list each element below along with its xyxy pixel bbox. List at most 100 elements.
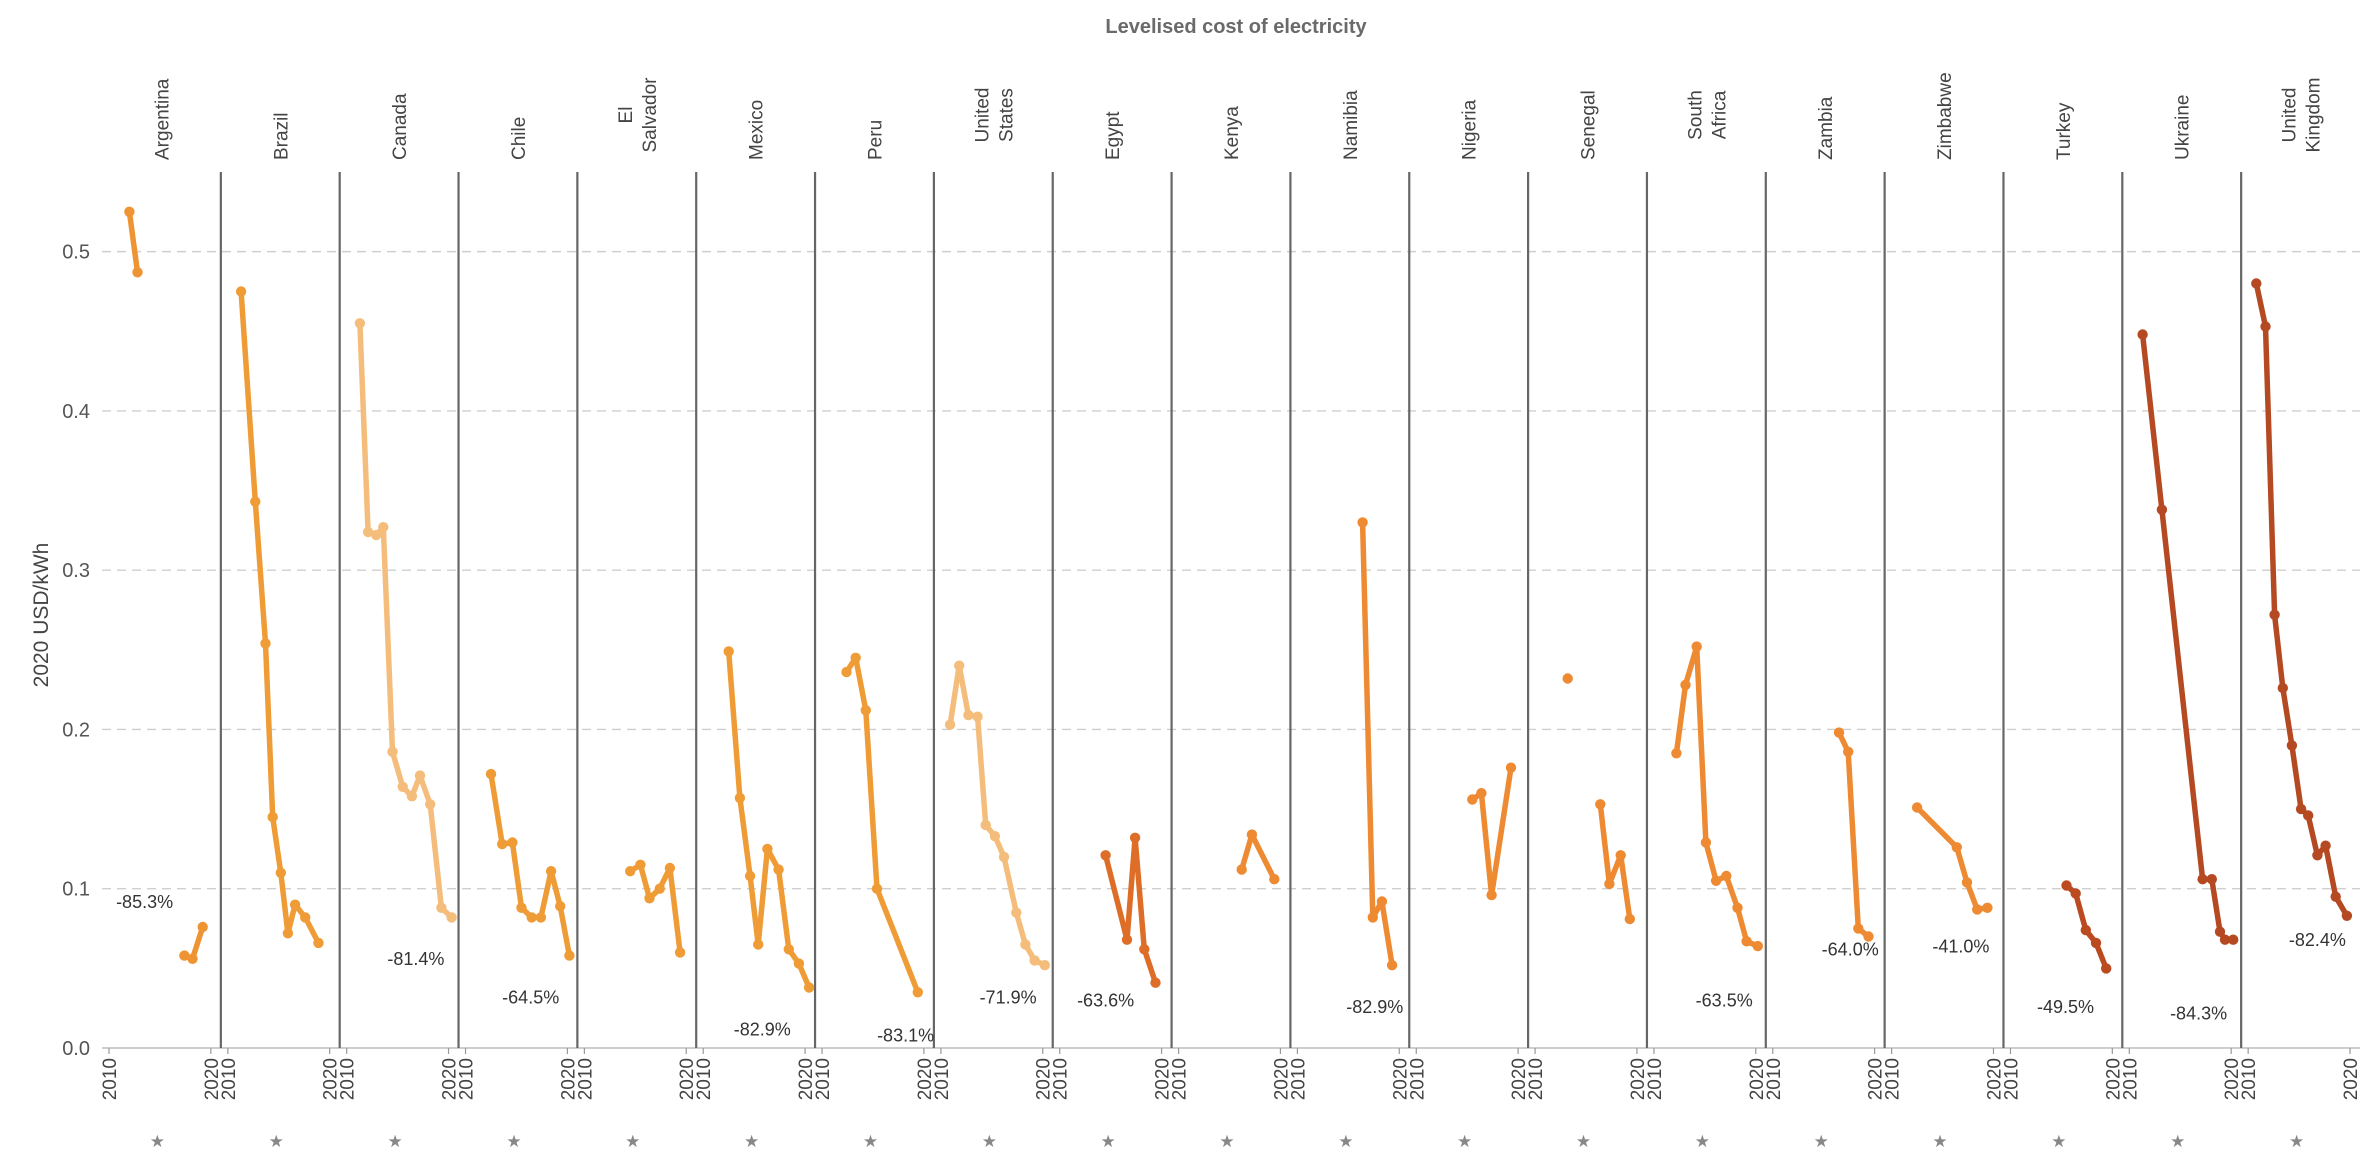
- panel-egypt: Egypt 2010 2020 ★ -63.6%: [1051, 111, 1174, 1151]
- data-point: [2061, 880, 2072, 891]
- series-line: [1597, 801, 1633, 922]
- data-point: [783, 944, 794, 955]
- change-label: -82.9%: [1346, 997, 1403, 1017]
- change-label: -82.9%: [734, 1019, 791, 1039]
- data-point: [1139, 944, 1150, 955]
- data-point: [2341, 910, 2353, 921]
- x-tick-label: 2020: [558, 1058, 579, 1100]
- series-line: [1836, 729, 1872, 940]
- data-point: [1951, 842, 1963, 853]
- change-label: -85.3%: [116, 892, 173, 912]
- panel-el-salvador: El Salvador 2010 2020 ★: [575, 77, 698, 1151]
- data-point: [2251, 278, 2262, 289]
- x-tick-label: 2020: [796, 1058, 817, 1100]
- change-label: -84.3%: [2170, 1003, 2227, 1023]
- x-tick-label: 2020: [1984, 1058, 2005, 1100]
- data-point: [912, 987, 923, 998]
- data-point: [250, 496, 261, 507]
- data-point: [446, 912, 457, 923]
- data-point: [397, 781, 408, 792]
- data-point: [132, 267, 143, 278]
- data-point: [2312, 850, 2323, 861]
- data-point: [954, 660, 965, 671]
- panel-united-kingdom: United Kingdom 2010 2020 ★ -82.4%: [2239, 78, 2362, 1152]
- x-tick-label: 2010: [1883, 1058, 1904, 1100]
- data-point: [1961, 877, 1973, 888]
- pin-icon: ★: [1457, 1132, 1472, 1151]
- data-point: [1691, 641, 1702, 652]
- data-point: [1911, 802, 1923, 813]
- data-point: [179, 950, 190, 961]
- data-point: [1732, 902, 1743, 913]
- change-label: -63.6%: [1077, 991, 1134, 1011]
- data-point: [2214, 926, 2226, 937]
- panel-separators: [219, 172, 2243, 1048]
- data-point: [2277, 682, 2288, 694]
- data-point: [1039, 960, 1051, 971]
- data-point: [1721, 870, 1732, 882]
- x-tick-label: 2020: [1509, 1058, 1530, 1100]
- panel-header-label: Egypt: [1103, 111, 1124, 160]
- data-point: [485, 768, 497, 780]
- data-point: [944, 719, 956, 730]
- series-line: [1469, 764, 1514, 898]
- change-label: -64.0%: [1822, 940, 1879, 960]
- data-point: [635, 859, 646, 870]
- y-tick-label: 0.1: [62, 879, 90, 901]
- data-point: [860, 705, 871, 716]
- x-tick-label: 2010: [1645, 1058, 1666, 1100]
- x-tick-label: 2020: [1866, 1058, 1887, 1100]
- change-label: -81.4%: [387, 949, 444, 969]
- data-point: [644, 893, 655, 904]
- x-tick-label: 2010: [457, 1058, 478, 1100]
- data-point: [963, 709, 974, 721]
- data-point: [1486, 889, 1497, 901]
- data-point: [773, 864, 784, 875]
- pin-icon: ★: [1219, 1132, 1234, 1151]
- panel-canada: Canada 2010 2020 ★ -81.4%: [338, 93, 461, 1151]
- data-point: [275, 867, 286, 878]
- data-point: [425, 799, 436, 810]
- x-tick-label: 2010: [338, 1058, 359, 1100]
- data-point: [282, 928, 294, 939]
- data-point: [1710, 875, 1722, 886]
- change-label: -71.9%: [980, 987, 1037, 1007]
- x-tick-label: 2020: [915, 1058, 936, 1100]
- panel-namibia: Namibia 2010 2020 ★ -82.9%: [1288, 90, 1411, 1151]
- x-tick-label: 2010: [1407, 1058, 1428, 1100]
- data-point: [2070, 888, 2081, 899]
- pin-icon: ★: [2170, 1132, 2185, 1151]
- data-point: [989, 831, 1001, 842]
- x-tick-label: 2020: [2222, 1058, 2243, 1100]
- data-point: [387, 746, 398, 757]
- x-tick-label: 2020: [1271, 1058, 1292, 1100]
- data-point: [564, 950, 575, 961]
- x-tick-label: 2010: [932, 1058, 953, 1100]
- panel-header-label: United: [972, 88, 993, 143]
- data-point: [1376, 896, 1388, 907]
- data-point: [2228, 934, 2239, 945]
- panel-header-label: Chile: [509, 117, 530, 160]
- pin-icon: ★: [506, 1132, 521, 1151]
- data-point: [1833, 727, 1845, 738]
- pin-icon: ★: [982, 1132, 997, 1151]
- data-point: [1367, 912, 1379, 923]
- data-point: [1357, 517, 1368, 528]
- panel-turkey: Turkey 2010 2020 ★ -49.5%: [2001, 102, 2124, 1151]
- y-tick-label: 0.0: [62, 1038, 90, 1060]
- data-point: [1029, 955, 1040, 966]
- data-point: [1843, 746, 1854, 757]
- pin-icon: ★: [1101, 1132, 1116, 1151]
- data-point: [235, 286, 247, 297]
- data-point: [260, 638, 271, 649]
- panel-header-label: El: [616, 107, 637, 124]
- panel-senegal: Senegal 2010 2020 ★: [1526, 90, 1649, 1151]
- x-tick-label: 2020: [1034, 1058, 1055, 1100]
- change-label: -83.1%: [877, 1026, 934, 1046]
- panel-peru: Peru 2010 2020 ★ -83.1%: [813, 120, 936, 1151]
- x-tick-label: 2010: [813, 1058, 834, 1100]
- panel-header-label: South: [1685, 90, 1706, 140]
- x-tick-label: 2020: [440, 1058, 461, 1100]
- data-point: [625, 866, 636, 877]
